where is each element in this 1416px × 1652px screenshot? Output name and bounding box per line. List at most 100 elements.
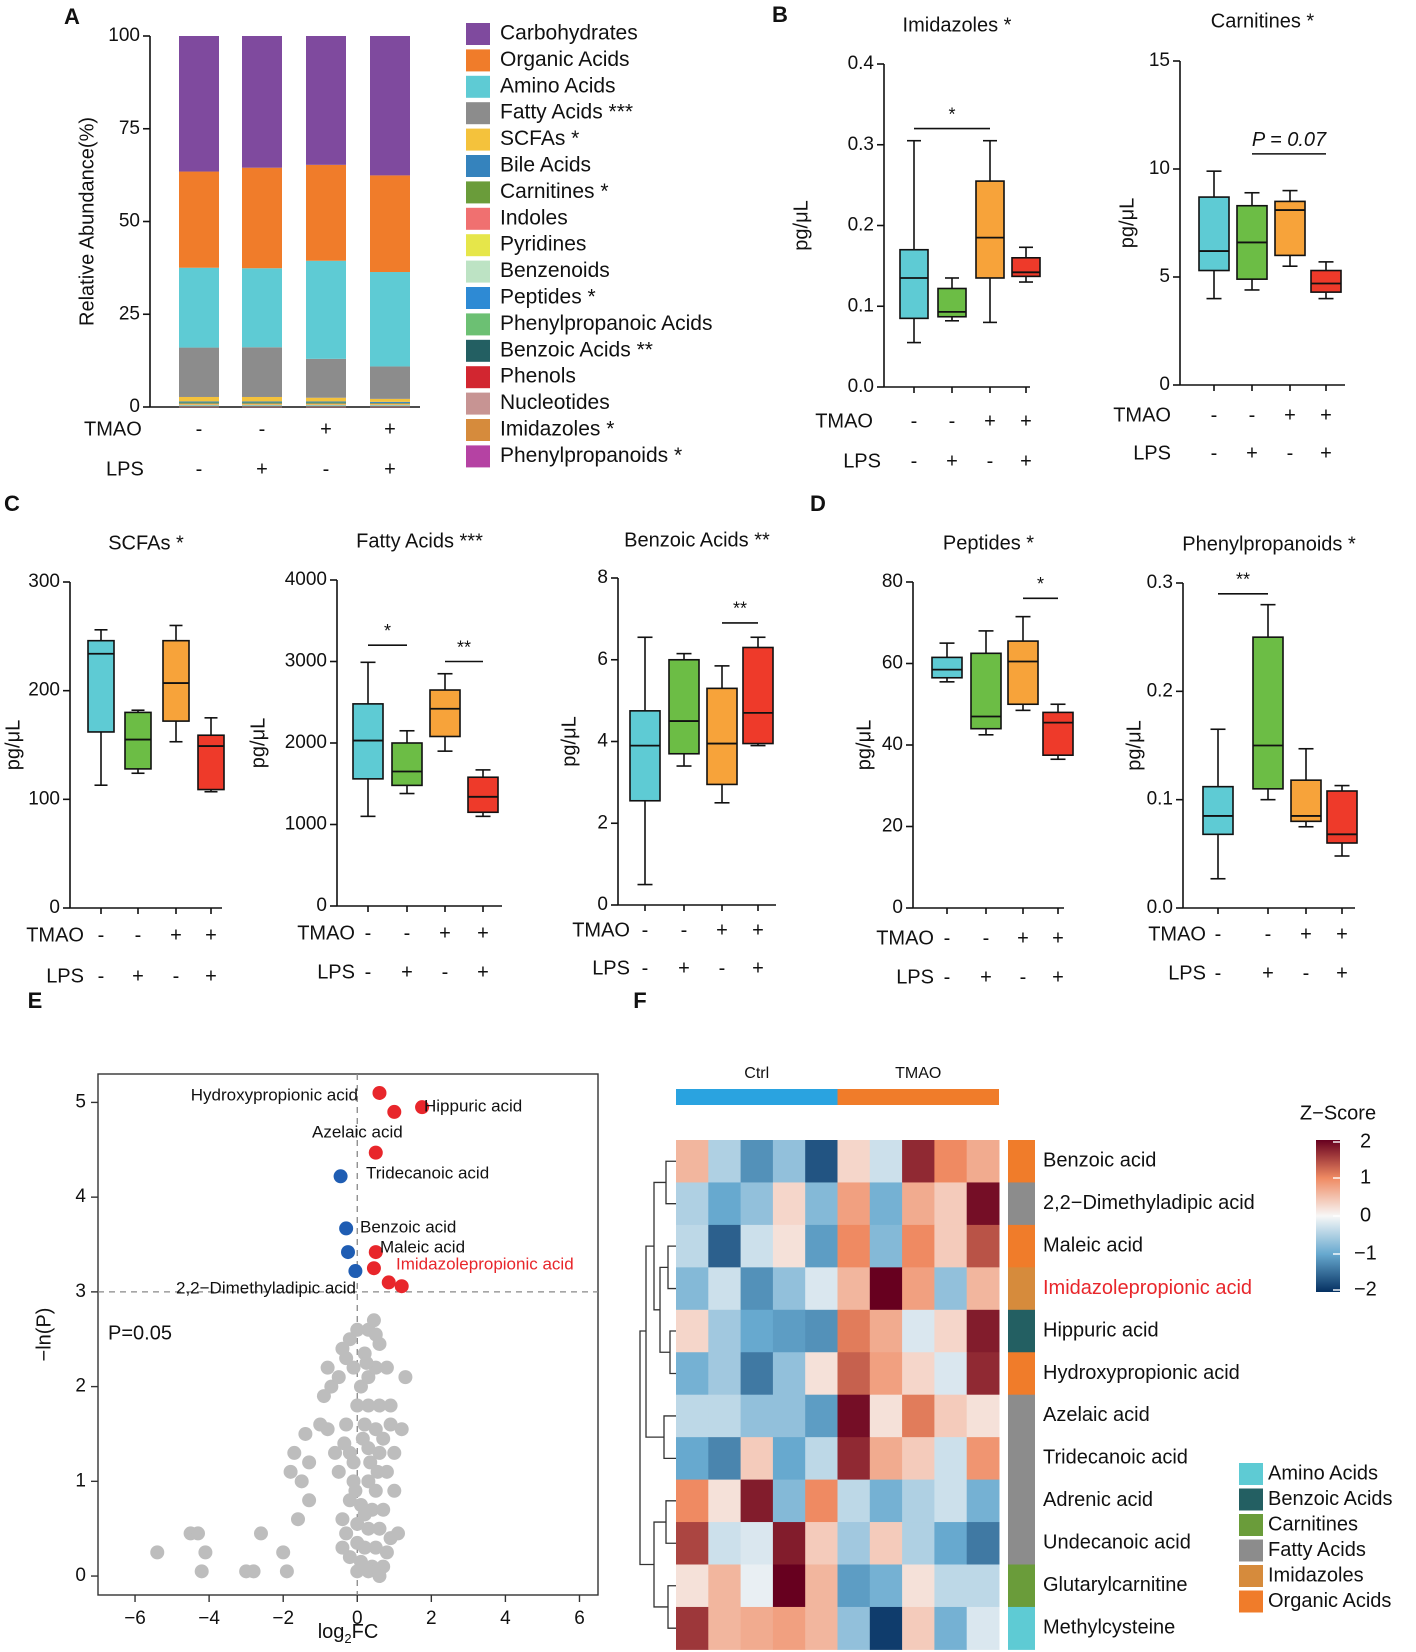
f-heatmap-cell bbox=[869, 1352, 903, 1396]
a-legend-label: Organic Acids bbox=[500, 48, 630, 71]
a-lps-sign: + bbox=[384, 458, 396, 480]
f-heatmap-cell bbox=[966, 1224, 1000, 1268]
box-iqr-rect bbox=[162, 639, 190, 722]
f-heatmap-cell bbox=[740, 1606, 774, 1650]
f-heatmap-cell bbox=[772, 1267, 806, 1311]
f-heatmap-cell bbox=[805, 1394, 838, 1438]
f-row-class-swatch bbox=[1008, 1522, 1035, 1565]
box-y-tick-label: 300 bbox=[28, 571, 60, 592]
box-tmao-sign: + bbox=[1336, 923, 1348, 945]
box-tmao-sign: - bbox=[911, 410, 918, 432]
a-tmao-sign: + bbox=[384, 418, 396, 440]
box-tmao-sign: + bbox=[1052, 927, 1064, 949]
f-heatmap-cell bbox=[805, 1352, 838, 1396]
box-tmao-sign: + bbox=[1017, 927, 1029, 949]
f-heatmap-cell bbox=[772, 1140, 806, 1183]
e-point-nonsig bbox=[357, 1540, 372, 1555]
e-x-tick-label: −4 bbox=[198, 1608, 220, 1629]
box-tmao-sign: + bbox=[1020, 410, 1032, 432]
box-lps-sign: + bbox=[678, 957, 690, 979]
box-tmao-label: TMAO bbox=[572, 919, 630, 941]
a-bar-segment bbox=[242, 404, 282, 406]
a-y-tick-label: 25 bbox=[119, 303, 140, 324]
f-row-class-swatch bbox=[1008, 1267, 1035, 1311]
f-heatmap-cell bbox=[676, 1479, 709, 1523]
e-y-tick-label: 2 bbox=[75, 1376, 86, 1397]
a-bar-segment bbox=[242, 401, 282, 403]
a-legend-swatch bbox=[466, 75, 490, 98]
e-point-nonsig bbox=[387, 1483, 402, 1498]
a-bar-segment bbox=[370, 401, 410, 403]
f-heatmap-cell bbox=[740, 1564, 774, 1608]
box-iqr-rect bbox=[124, 711, 152, 770]
a-lps-sign: + bbox=[256, 458, 268, 480]
f-heatmap-cell bbox=[902, 1267, 935, 1311]
e-x-tick-label: 4 bbox=[500, 1608, 511, 1629]
a-y-tick-label: 75 bbox=[119, 118, 140, 139]
box-lps-sign: + bbox=[477, 961, 489, 983]
f-heatmap-cell bbox=[966, 1479, 1000, 1523]
f-heatmap-cell bbox=[676, 1606, 709, 1650]
box-iqr-rect bbox=[1198, 196, 1230, 272]
panel-letter-c: C bbox=[4, 491, 20, 516]
f-colorbar-tick-label: −2 bbox=[1354, 1278, 1377, 1300]
f-heatmap-cell bbox=[708, 1479, 742, 1523]
f-row-class-swatch bbox=[1008, 1224, 1035, 1268]
box-lps-sign: - bbox=[1287, 442, 1294, 464]
panel-letter-e: E bbox=[28, 988, 43, 1013]
f-heatmap-cell bbox=[966, 1606, 1000, 1650]
box-y-axis-label: pg/μL bbox=[558, 716, 580, 766]
box-tmao-sign: + bbox=[1320, 404, 1332, 426]
f-heatmap-cell bbox=[740, 1224, 774, 1268]
f-heatmap-cell bbox=[902, 1140, 935, 1183]
box-tmao-label: TMAO bbox=[815, 410, 873, 432]
box-title-carnitines: Carnitines * bbox=[1211, 10, 1315, 32]
e-x-axis-label: log2FC bbox=[318, 1621, 379, 1646]
e-point-nonsig bbox=[391, 1526, 405, 1541]
f-row-class-swatch bbox=[1008, 1564, 1035, 1608]
box-iqr-rect bbox=[1310, 269, 1342, 293]
f-heatmap-cell bbox=[805, 1606, 838, 1650]
f-heatmap-cell bbox=[805, 1267, 838, 1311]
box-lps-sign: + bbox=[1336, 962, 1348, 984]
box-lps-sign: - bbox=[1020, 966, 1027, 988]
f-heatmap-cell bbox=[805, 1564, 838, 1608]
a-bar-segment bbox=[306, 401, 346, 403]
a-bar-segment bbox=[242, 403, 282, 405]
e-point-sig bbox=[381, 1275, 396, 1290]
box-y-tick-label: 0 bbox=[892, 897, 903, 918]
a-tmao-sign: - bbox=[196, 418, 203, 440]
e-point-nonsig bbox=[294, 1474, 309, 1489]
box-y-axis-label: pg/μL bbox=[790, 200, 812, 250]
box-y-tick-label: 0 bbox=[316, 895, 327, 916]
a-bar-segment bbox=[370, 366, 410, 399]
f-heatmap-cell bbox=[740, 1140, 774, 1183]
f-heatmap-cell bbox=[708, 1606, 742, 1650]
a-legend-swatch bbox=[466, 392, 490, 415]
f-heatmap-cell bbox=[676, 1309, 709, 1353]
a-legend-label: Fatty Acids *** bbox=[500, 101, 633, 124]
f-heatmap-cell bbox=[966, 1564, 1000, 1608]
f-row-label: Benzoic acid bbox=[1043, 1150, 1156, 1172]
box-lps-label: LPS bbox=[592, 957, 630, 979]
box-y-tick-label: 4 bbox=[597, 731, 608, 752]
box-y-tick-label: 100 bbox=[28, 788, 60, 809]
a-bar-segment bbox=[179, 396, 219, 402]
box-iqr-rect bbox=[87, 639, 115, 733]
a-legend-label: Carnitines * bbox=[500, 180, 609, 203]
f-dendrogram-branch bbox=[669, 1330, 676, 1375]
f-heatmap-cell bbox=[805, 1224, 838, 1268]
box-lps-sign: + bbox=[980, 966, 992, 988]
e-point-nonsig bbox=[372, 1398, 387, 1413]
e-point-label: Maleic acid bbox=[380, 1237, 465, 1256]
f-column-group-label: TMAO bbox=[895, 1065, 941, 1082]
e-point-nonsig bbox=[361, 1564, 376, 1579]
f-heatmap-cell bbox=[869, 1182, 903, 1226]
a-legend-label: Nucleotides bbox=[500, 391, 610, 414]
e-point-sig bbox=[394, 1279, 409, 1294]
e-point-sig bbox=[333, 1169, 348, 1184]
e-point-nonsig bbox=[331, 1370, 346, 1385]
f-colorbar-tick-label: 1 bbox=[1360, 1166, 1371, 1188]
f-heatmap-cell bbox=[966, 1309, 1000, 1353]
